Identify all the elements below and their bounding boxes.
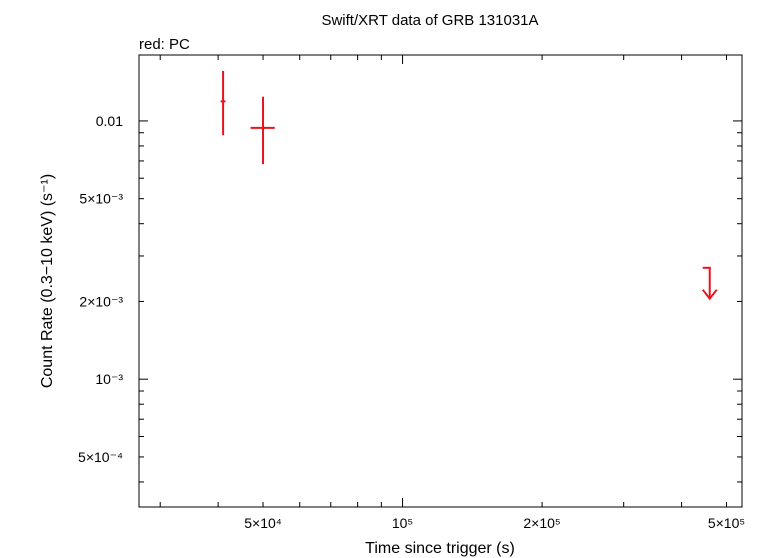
data-point: [250, 96, 275, 165]
x-tick-label: 5×10⁴: [244, 515, 282, 531]
plot-frame: [138, 54, 743, 508]
x-axis-ticks: [159, 55, 728, 507]
chart-title: Swift/XRT data of GRB 131031A: [321, 12, 538, 29]
chart-subtitle: red: PC: [139, 36, 190, 53]
x-tick-label: 10⁵: [392, 515, 413, 531]
y-tick-label: 2×10⁻³: [79, 293, 123, 309]
y-tick-label: 0.01: [96, 113, 123, 129]
y-tick-label: 5×10⁻³: [79, 191, 123, 207]
upper-limit-arrowhead: [701, 289, 718, 301]
x-tick-label: 2×10⁵: [523, 515, 560, 531]
x-axis-tick-labels: 5×10⁴ 10⁵ 2×10⁵ 5×10⁵: [244, 515, 745, 531]
upper-limit: [701, 266, 718, 301]
x-axis-label: Time since trigger (s): [365, 540, 515, 557]
data-point: [220, 71, 226, 136]
y-axis-tick-labels: 5×10⁻⁴ 10⁻³ 2×10⁻³ 5×10⁻³ 0.01: [78, 113, 123, 465]
y-tick-label: 10⁻³: [95, 371, 123, 387]
data-points: [220, 71, 718, 301]
y-axis-label: Count Rate (0.3−10 keV) (s⁻¹): [39, 174, 56, 388]
y-tick-label: 5×10⁻⁴: [78, 449, 123, 465]
x-tick-label: 5×10⁵: [708, 515, 745, 531]
y-axis-ticks: [139, 120, 742, 483]
